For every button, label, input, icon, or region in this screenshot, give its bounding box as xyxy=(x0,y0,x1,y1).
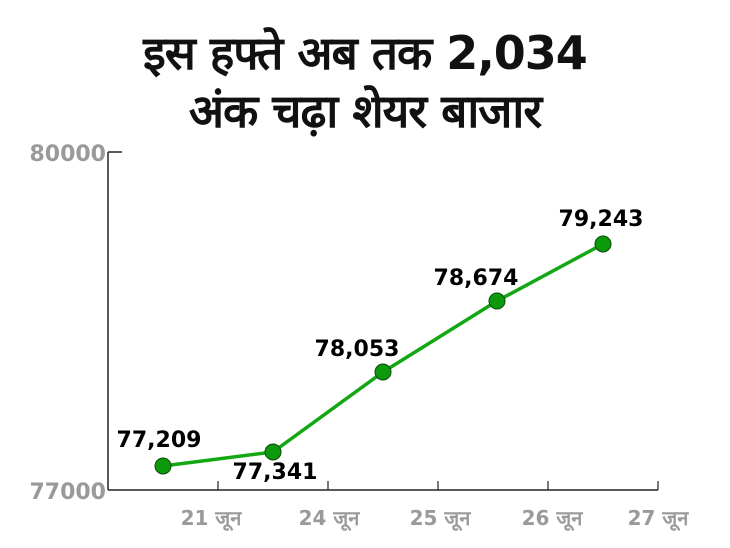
data-point xyxy=(594,235,612,253)
chart-title-line-2: अंक चढ़ा शेयर बाजार xyxy=(188,84,542,138)
data-point xyxy=(264,443,282,461)
y-tick-label-min: 77000 xyxy=(29,480,106,505)
x-tick-label: 26 जून xyxy=(522,506,584,531)
data-label: 78,674 xyxy=(434,266,519,291)
data-label: 78,053 xyxy=(315,337,400,362)
data-point xyxy=(374,363,392,381)
data-label: 77,341 xyxy=(233,460,318,485)
chart-title-line-1: इस हफ्ते अब तक 2,034 xyxy=(143,26,588,80)
x-tick-label: 27 जून xyxy=(628,506,690,531)
data-point xyxy=(488,292,506,310)
y-tick-label-max: 80000 xyxy=(29,142,106,167)
x-tick-label: 25 जून xyxy=(410,506,472,531)
x-axis-ticks xyxy=(217,481,659,490)
data-label: 77,209 xyxy=(117,428,202,453)
x-tick-label: 24 जून xyxy=(299,506,361,531)
series-markers xyxy=(154,235,612,475)
data-point xyxy=(154,457,172,475)
x-tick-label: 21 जून xyxy=(181,506,243,531)
chart-title: इस हफ्ते अब तक 2,034 अंक चढ़ा शेयर बाजार xyxy=(0,24,730,140)
data-label: 79,243 xyxy=(559,207,644,232)
